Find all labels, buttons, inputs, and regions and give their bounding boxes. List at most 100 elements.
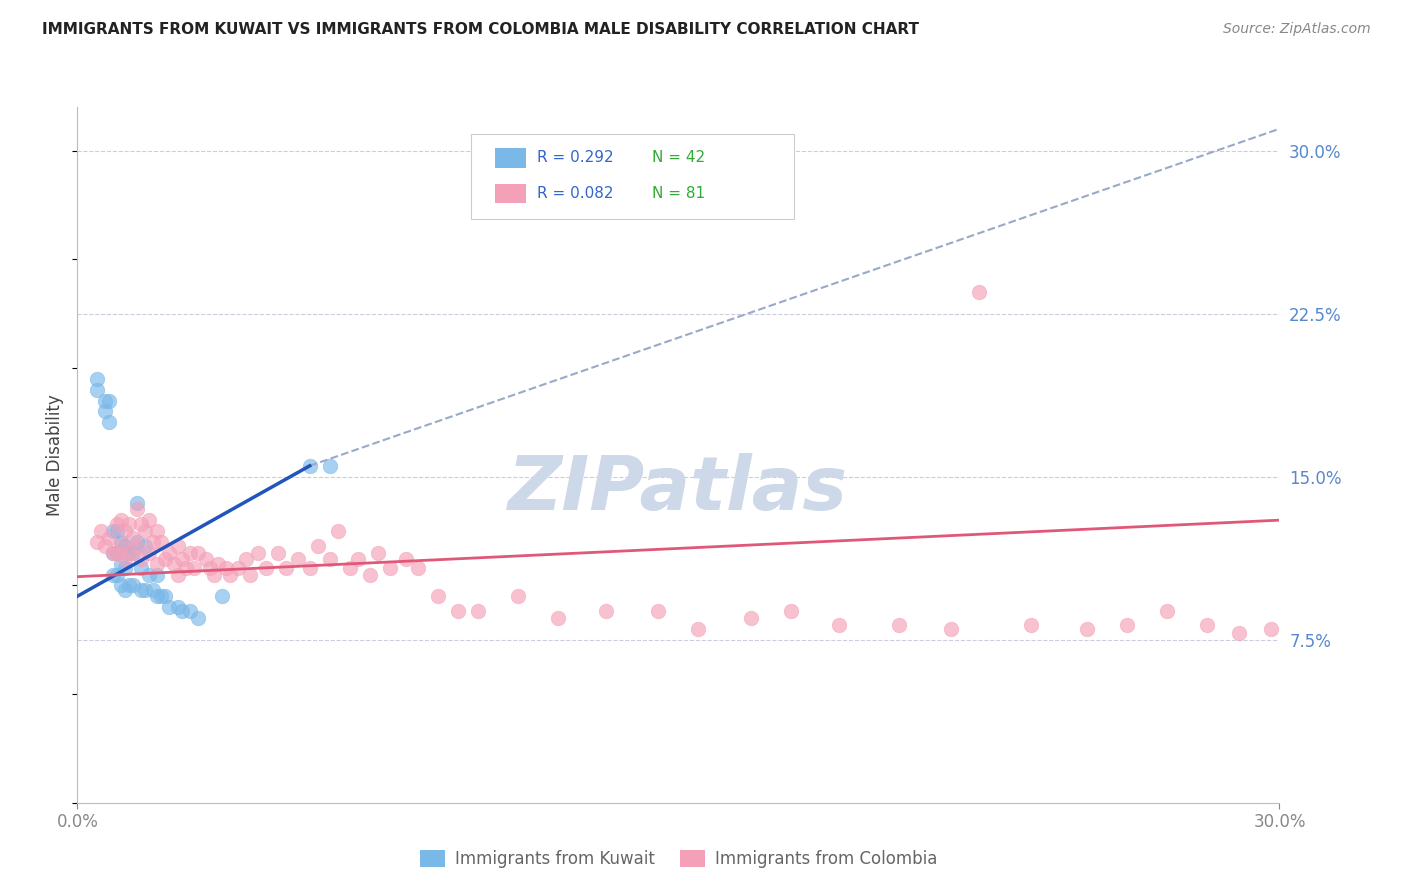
Point — [688, 622, 710, 636]
Point — [138, 513, 160, 527]
Point — [246, 546, 269, 560]
Point — [187, 611, 209, 625]
Point — [1019, 617, 1042, 632]
Text: Source: ZipAtlas.com: Source: ZipAtlas.com — [1223, 22, 1371, 37]
Point — [159, 600, 181, 615]
Legend: Immigrants from Kuwait, Immigrants from Colombia: Immigrants from Kuwait, Immigrants from … — [413, 843, 943, 874]
Point — [131, 552, 153, 566]
Point — [179, 605, 201, 619]
Point — [1229, 626, 1251, 640]
Point — [118, 517, 141, 532]
Point — [194, 552, 217, 566]
Point — [406, 561, 429, 575]
Point — [118, 546, 141, 560]
Point — [131, 517, 153, 532]
Point — [174, 561, 197, 575]
Point — [110, 513, 132, 527]
Point — [114, 561, 136, 575]
Point — [202, 567, 225, 582]
Point — [319, 458, 342, 473]
Point — [114, 582, 136, 597]
Point — [235, 552, 257, 566]
Point — [146, 567, 169, 582]
Point — [239, 567, 262, 582]
Point — [166, 539, 188, 553]
Point — [98, 415, 121, 429]
Text: N = 81: N = 81 — [652, 186, 706, 201]
Point — [134, 524, 156, 538]
Text: R = 0.292: R = 0.292 — [537, 151, 613, 165]
Point — [155, 589, 177, 603]
Point — [114, 539, 136, 553]
Point — [131, 561, 153, 575]
Point — [103, 546, 125, 560]
Text: ZIPatlas: ZIPatlas — [509, 453, 848, 526]
Point — [467, 605, 489, 619]
Point — [142, 582, 165, 597]
Point — [162, 557, 184, 571]
Point — [94, 393, 117, 408]
Point — [170, 605, 193, 619]
Point — [138, 567, 160, 582]
Point — [155, 552, 177, 566]
Point — [287, 552, 309, 566]
Point — [214, 561, 236, 575]
Point — [134, 582, 156, 597]
Point — [254, 561, 277, 575]
Point — [198, 561, 221, 575]
Point — [142, 535, 165, 549]
Text: IMMIGRANTS FROM KUWAIT VS IMMIGRANTS FROM COLOMBIA MALE DISABILITY CORRELATION C: IMMIGRANTS FROM KUWAIT VS IMMIGRANTS FRO… — [42, 22, 920, 37]
Point — [647, 605, 669, 619]
Point — [226, 561, 249, 575]
Point — [267, 546, 290, 560]
Point — [779, 605, 801, 619]
Text: N = 42: N = 42 — [652, 151, 706, 165]
Point — [146, 589, 169, 603]
Point — [187, 546, 209, 560]
Point — [179, 546, 201, 560]
Point — [107, 546, 129, 560]
Point — [740, 611, 762, 625]
Point — [939, 622, 962, 636]
Point — [110, 557, 132, 571]
Point — [122, 578, 145, 592]
Point — [508, 589, 530, 603]
Point — [218, 567, 240, 582]
Point — [150, 589, 173, 603]
Point — [828, 617, 851, 632]
Point — [110, 539, 132, 553]
Point — [110, 578, 132, 592]
Point — [395, 552, 418, 566]
Point — [127, 535, 149, 549]
Point — [94, 404, 117, 418]
Point — [90, 524, 112, 538]
Point — [146, 557, 169, 571]
Point — [146, 524, 169, 538]
Point — [86, 383, 108, 397]
Point — [274, 561, 297, 575]
Point — [122, 531, 145, 545]
Point — [107, 567, 129, 582]
Point — [339, 561, 361, 575]
Point — [207, 557, 229, 571]
Point — [127, 539, 149, 553]
Point — [110, 535, 132, 549]
Point — [94, 539, 117, 553]
Point — [150, 535, 173, 549]
Point — [86, 535, 108, 549]
Point — [359, 567, 381, 582]
Point — [170, 552, 193, 566]
Point — [114, 552, 136, 566]
Point — [107, 517, 129, 532]
Point — [103, 546, 125, 560]
Point — [211, 589, 233, 603]
Point — [138, 546, 160, 560]
Point — [326, 524, 349, 538]
Point — [103, 524, 125, 538]
Point — [134, 539, 156, 553]
Point — [367, 546, 389, 560]
Point — [319, 552, 342, 566]
Point — [1156, 605, 1178, 619]
Y-axis label: Male Disability: Male Disability — [46, 394, 65, 516]
Point — [86, 372, 108, 386]
